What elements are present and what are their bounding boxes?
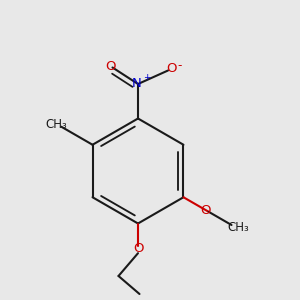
Text: +: + (143, 73, 150, 82)
Text: N: N (132, 76, 141, 90)
Text: O: O (133, 242, 143, 256)
Text: CH₃: CH₃ (227, 221, 249, 234)
Text: O: O (106, 59, 116, 73)
Text: O: O (166, 62, 176, 76)
Text: CH₃: CH₃ (45, 118, 67, 131)
Text: -: - (177, 58, 182, 72)
Text: O: O (200, 203, 211, 217)
